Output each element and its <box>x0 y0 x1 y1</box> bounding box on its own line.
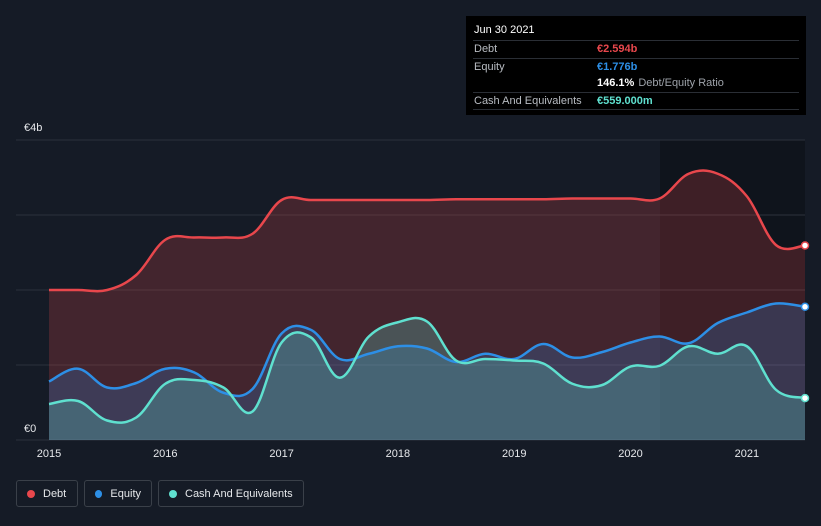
tooltip-date: Jun 30 2021 <box>474 24 535 36</box>
series-lines <box>48 169 806 424</box>
tooltip-value: €559.000m <box>597 94 653 107</box>
y-axis: €4b €0 <box>24 122 42 435</box>
tooltip-value: 146.1% <box>597 77 635 90</box>
legend-dot <box>169 489 177 498</box>
x-tick-label: 2019 <box>502 448 526 460</box>
line-debt <box>49 169 806 293</box>
grid <box>16 139 805 441</box>
tooltip-row-cash: Cash And Equivalents €559.000m <box>473 91 799 110</box>
tooltip-value: €2.594b <box>597 43 638 56</box>
tooltip-row-ratio: 146.1% Debt/Equity Ratio <box>473 75 799 92</box>
legend-dot <box>27 489 35 498</box>
y-tick-label: €4b <box>24 122 42 134</box>
series-endpoints <box>800 241 810 403</box>
x-tick-label: 2020 <box>618 448 642 460</box>
tooltip-label: Debt <box>474 43 498 56</box>
x-tick-label: 2017 <box>269 448 293 460</box>
line-equity <box>48 302 806 398</box>
x-tick-label: 2018 <box>386 448 410 460</box>
tooltip-row-debt: Debt €2.594b <box>473 40 799 58</box>
legend-item-debt[interactable]: Debt <box>16 480 78 507</box>
legend-item-equity[interactable]: Equity <box>84 480 152 507</box>
x-axis: 2015 2016 2017 2018 2019 2020 2021 <box>37 448 759 460</box>
tooltip-label: Equity <box>474 60 505 73</box>
endpoint-equity <box>800 302 810 312</box>
legend-item-cash[interactable]: Cash And Equivalents <box>158 480 304 507</box>
endpoint-cash-and-equivalents <box>800 393 810 403</box>
legend-label: Cash And Equivalents <box>185 487 293 500</box>
endpoint-debt <box>800 241 810 250</box>
line-cash-and-equivalents <box>48 316 806 424</box>
series-areas <box>49 170 805 440</box>
y-tick-label: €0 <box>24 423 36 435</box>
x-tick-label: 2021 <box>735 448 759 460</box>
legend-label: Equity <box>110 487 141 500</box>
x-tick-label: 2016 <box>153 448 177 460</box>
tooltip-value: €1.776b <box>597 60 638 73</box>
tooltip-label: Cash And Equivalents <box>474 94 582 107</box>
legend-dot <box>95 489 103 498</box>
tooltip: Jun 30 2021 Debt €2.594b Equity €1.776b … <box>466 16 806 115</box>
tooltip-sub: Debt/Equity Ratio <box>638 77 724 90</box>
x-tick-label: 2015 <box>37 448 61 460</box>
area-cash-and-equivalents <box>49 317 805 440</box>
legend-label: Debt <box>43 487 67 500</box>
tooltip-row-equity: Equity €1.776b <box>473 57 799 76</box>
